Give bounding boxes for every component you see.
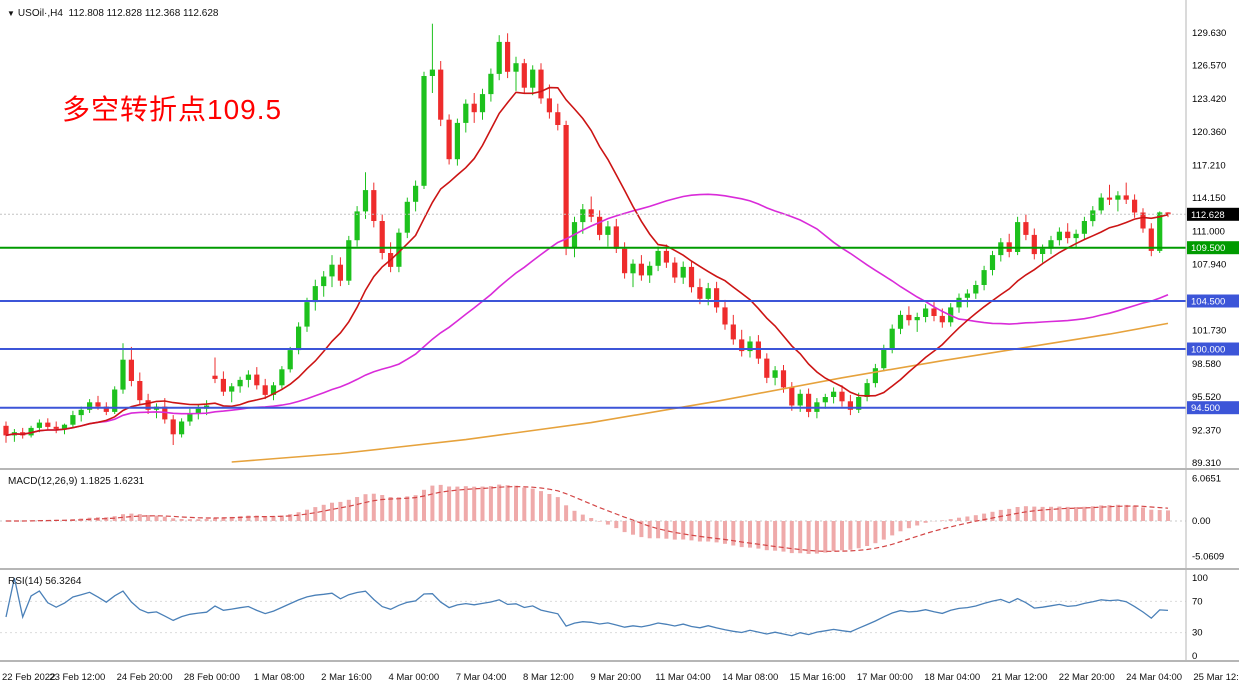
time-axis-label: 22 Feb 2022 bbox=[2, 672, 56, 683]
price-tag-94.500: 94.500 bbox=[1187, 401, 1239, 415]
price-axis-tick: 126.570 bbox=[1192, 61, 1226, 72]
time-axis-label: 18 Mar 04:00 bbox=[924, 672, 981, 683]
rsi-panel: 100 70 30 0 RSI(14) 56.3264 bbox=[0, 568, 1239, 660]
time-axis-label: 22 Mar 20:00 bbox=[1058, 672, 1115, 683]
rsi-axis-tick: 30 bbox=[1192, 628, 1203, 639]
price-axis-tick: 98.580 bbox=[1192, 359, 1221, 370]
svg-text:100.000: 100.000 bbox=[1191, 345, 1225, 356]
macd-histogram bbox=[12, 484, 1170, 554]
price-axis-tick: 107.940 bbox=[1192, 259, 1226, 270]
time-axis-label: 4 Mar 00:00 bbox=[388, 672, 440, 683]
rsi-canvas[interactable]: 100 70 30 0 bbox=[0, 570, 1239, 660]
candles-layer bbox=[3, 23, 1171, 445]
time-axis-label: 28 Feb 00:00 bbox=[183, 672, 240, 683]
time-axis-label: 21 Mar 12:00 bbox=[991, 672, 1048, 683]
price-tag-104.500: 104.500 bbox=[1187, 294, 1239, 308]
time-axis-label: 25 Mar 12:00 bbox=[1193, 672, 1239, 683]
macd-canvas[interactable]: 6.0651 0.00 -5.0609 bbox=[0, 470, 1239, 568]
time-axis-label: 7 Mar 04:00 bbox=[455, 672, 507, 683]
time-axis-label: 9 Mar 20:00 bbox=[590, 672, 642, 683]
time-axis-label: 24 Feb 20:00 bbox=[116, 672, 173, 683]
ma-slow-line bbox=[231, 322, 1169, 463]
price-axis-tick: 123.420 bbox=[1192, 94, 1226, 105]
time-axis-label: 17 Mar 00:00 bbox=[856, 672, 913, 683]
rsi-label: RSI(14) 56.3264 bbox=[8, 576, 82, 587]
chart-annotation-text: 多空转折点109.5 bbox=[62, 94, 283, 125]
price-axis-tick: 114.150 bbox=[1192, 193, 1226, 204]
ma-fast-line bbox=[5, 86, 1169, 437]
main-chart-panel: 129.630 126.570 123.420 120.360 117.210 114.1… bbox=[0, 0, 1239, 468]
time-axis-label: 24 Mar 04:00 bbox=[1126, 672, 1183, 683]
price-axis-tick: 129.630 bbox=[1192, 28, 1226, 39]
rsi-axis-tick: 70 bbox=[1192, 596, 1203, 607]
macd-axis-tick: -5.0609 bbox=[1192, 551, 1224, 562]
time-axis-label: 1 Mar 08:00 bbox=[253, 672, 305, 683]
macd-label: MACD(12,26,9) 1.1825 1.6231 bbox=[8, 476, 145, 487]
macd-panel: 6.0651 0.00 -5.0609 MACD(12,26,9) 1.1825 1… bbox=[0, 468, 1239, 568]
time-axis-label: 11 Mar 04:00 bbox=[655, 672, 711, 683]
time-axis-label: 14 Mar 08:00 bbox=[722, 672, 779, 683]
price-tag-100.000: 100.000 bbox=[1187, 342, 1239, 356]
time-axis-label: 15 Mar 16:00 bbox=[789, 672, 846, 683]
svg-text:104.500: 104.500 bbox=[1191, 297, 1225, 308]
time-axis[interactable]: 22 Feb 2022 23 Feb 12:00 24 Feb 20:00 28 Fe… bbox=[0, 660, 1239, 695]
price-axis-tick: 95.520 bbox=[1192, 392, 1221, 403]
time-axis-label: 2 Mar 16:00 bbox=[321, 672, 372, 683]
svg-text:94.500: 94.500 bbox=[1191, 403, 1220, 414]
ohlc-values: 112.808 112.828 112.368 112.628 bbox=[68, 8, 219, 19]
price-axis-tick: 111.000 bbox=[1192, 227, 1225, 238]
macd-signal-line bbox=[6, 485, 1169, 552]
symbol-marker-icon: ▼ bbox=[7, 9, 15, 18]
rsi-line bbox=[5, 577, 1169, 637]
time-axis-label: 23 Feb 12:00 bbox=[49, 672, 106, 683]
price-axis-tick: 117.210 bbox=[1192, 161, 1226, 172]
main-chart-canvas[interactable]: 129.630 126.570 123.420 120.360 117.210 114.1… bbox=[0, 0, 1239, 468]
price-axis-tick: 101.730 bbox=[1192, 326, 1226, 337]
svg-text:112.628: 112.628 bbox=[1191, 210, 1225, 221]
macd-axis-tick: 6.0651 bbox=[1192, 474, 1221, 485]
price-axis-tick: 120.360 bbox=[1192, 127, 1226, 138]
rsi-axis-tick: 100 bbox=[1192, 573, 1208, 584]
rsi-axis-tick: 0 bbox=[1192, 651, 1197, 660]
time-axis-label: 8 Mar 12:00 bbox=[523, 672, 574, 683]
macd-axis-tick: 0.00 bbox=[1192, 516, 1211, 527]
symbol-label: USOil·,H4 bbox=[17, 8, 63, 19]
svg-text:109.500: 109.500 bbox=[1191, 243, 1225, 254]
price-axis-tick: 92.370 bbox=[1192, 425, 1221, 436]
ohlc-header: ▼ USOil·,H4 112.808 112.828 112.368 112.6… bbox=[7, 8, 218, 19]
ma-medium-line bbox=[5, 193, 1169, 437]
price-axis-tick: 89.310 bbox=[1192, 458, 1221, 468]
price-tag-109.500: 109.500 bbox=[1187, 241, 1239, 255]
price-tag-current: 112.628 bbox=[1187, 207, 1239, 221]
